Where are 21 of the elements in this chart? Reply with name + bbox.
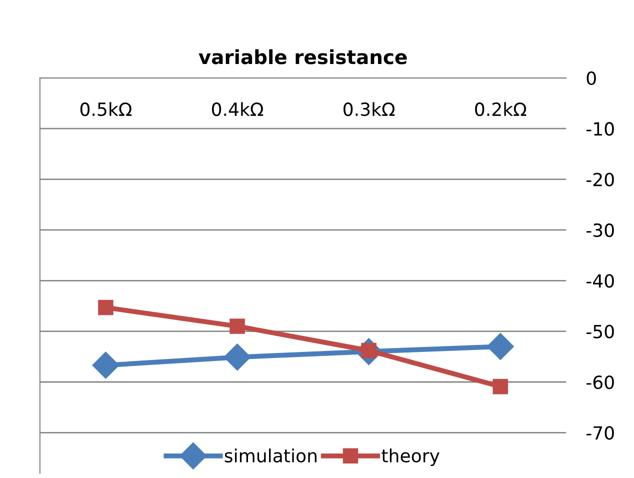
x-tick-label: 0.5kΩ [80, 102, 132, 116]
point [224, 344, 251, 371]
y-tick-label: -10 [586, 122, 614, 136]
point [486, 333, 514, 360]
x-tick-label: 0.3kΩ [344, 102, 395, 116]
point [92, 352, 120, 379]
legend-label: theory [382, 448, 440, 466]
y-tick-label: -50 [586, 324, 614, 338]
y-tick-label: -30 [586, 223, 614, 238]
y-tick-label: -60 [586, 375, 614, 390]
x-tick-label: 0.4kΩ [212, 102, 264, 116]
x-tick-label: 0.2kΩ [475, 102, 526, 116]
y-tick-label: -70 [586, 426, 614, 440]
point [492, 378, 508, 394]
chart-title: variable resistance [198, 49, 407, 64]
point [230, 318, 245, 334]
y-tick-label: 0 [586, 71, 596, 86]
legend-label: simulation [224, 448, 316, 462]
point [98, 300, 114, 316]
y-tick-label: -40 [586, 274, 614, 288]
y-tick-label: -20 [586, 172, 614, 186]
